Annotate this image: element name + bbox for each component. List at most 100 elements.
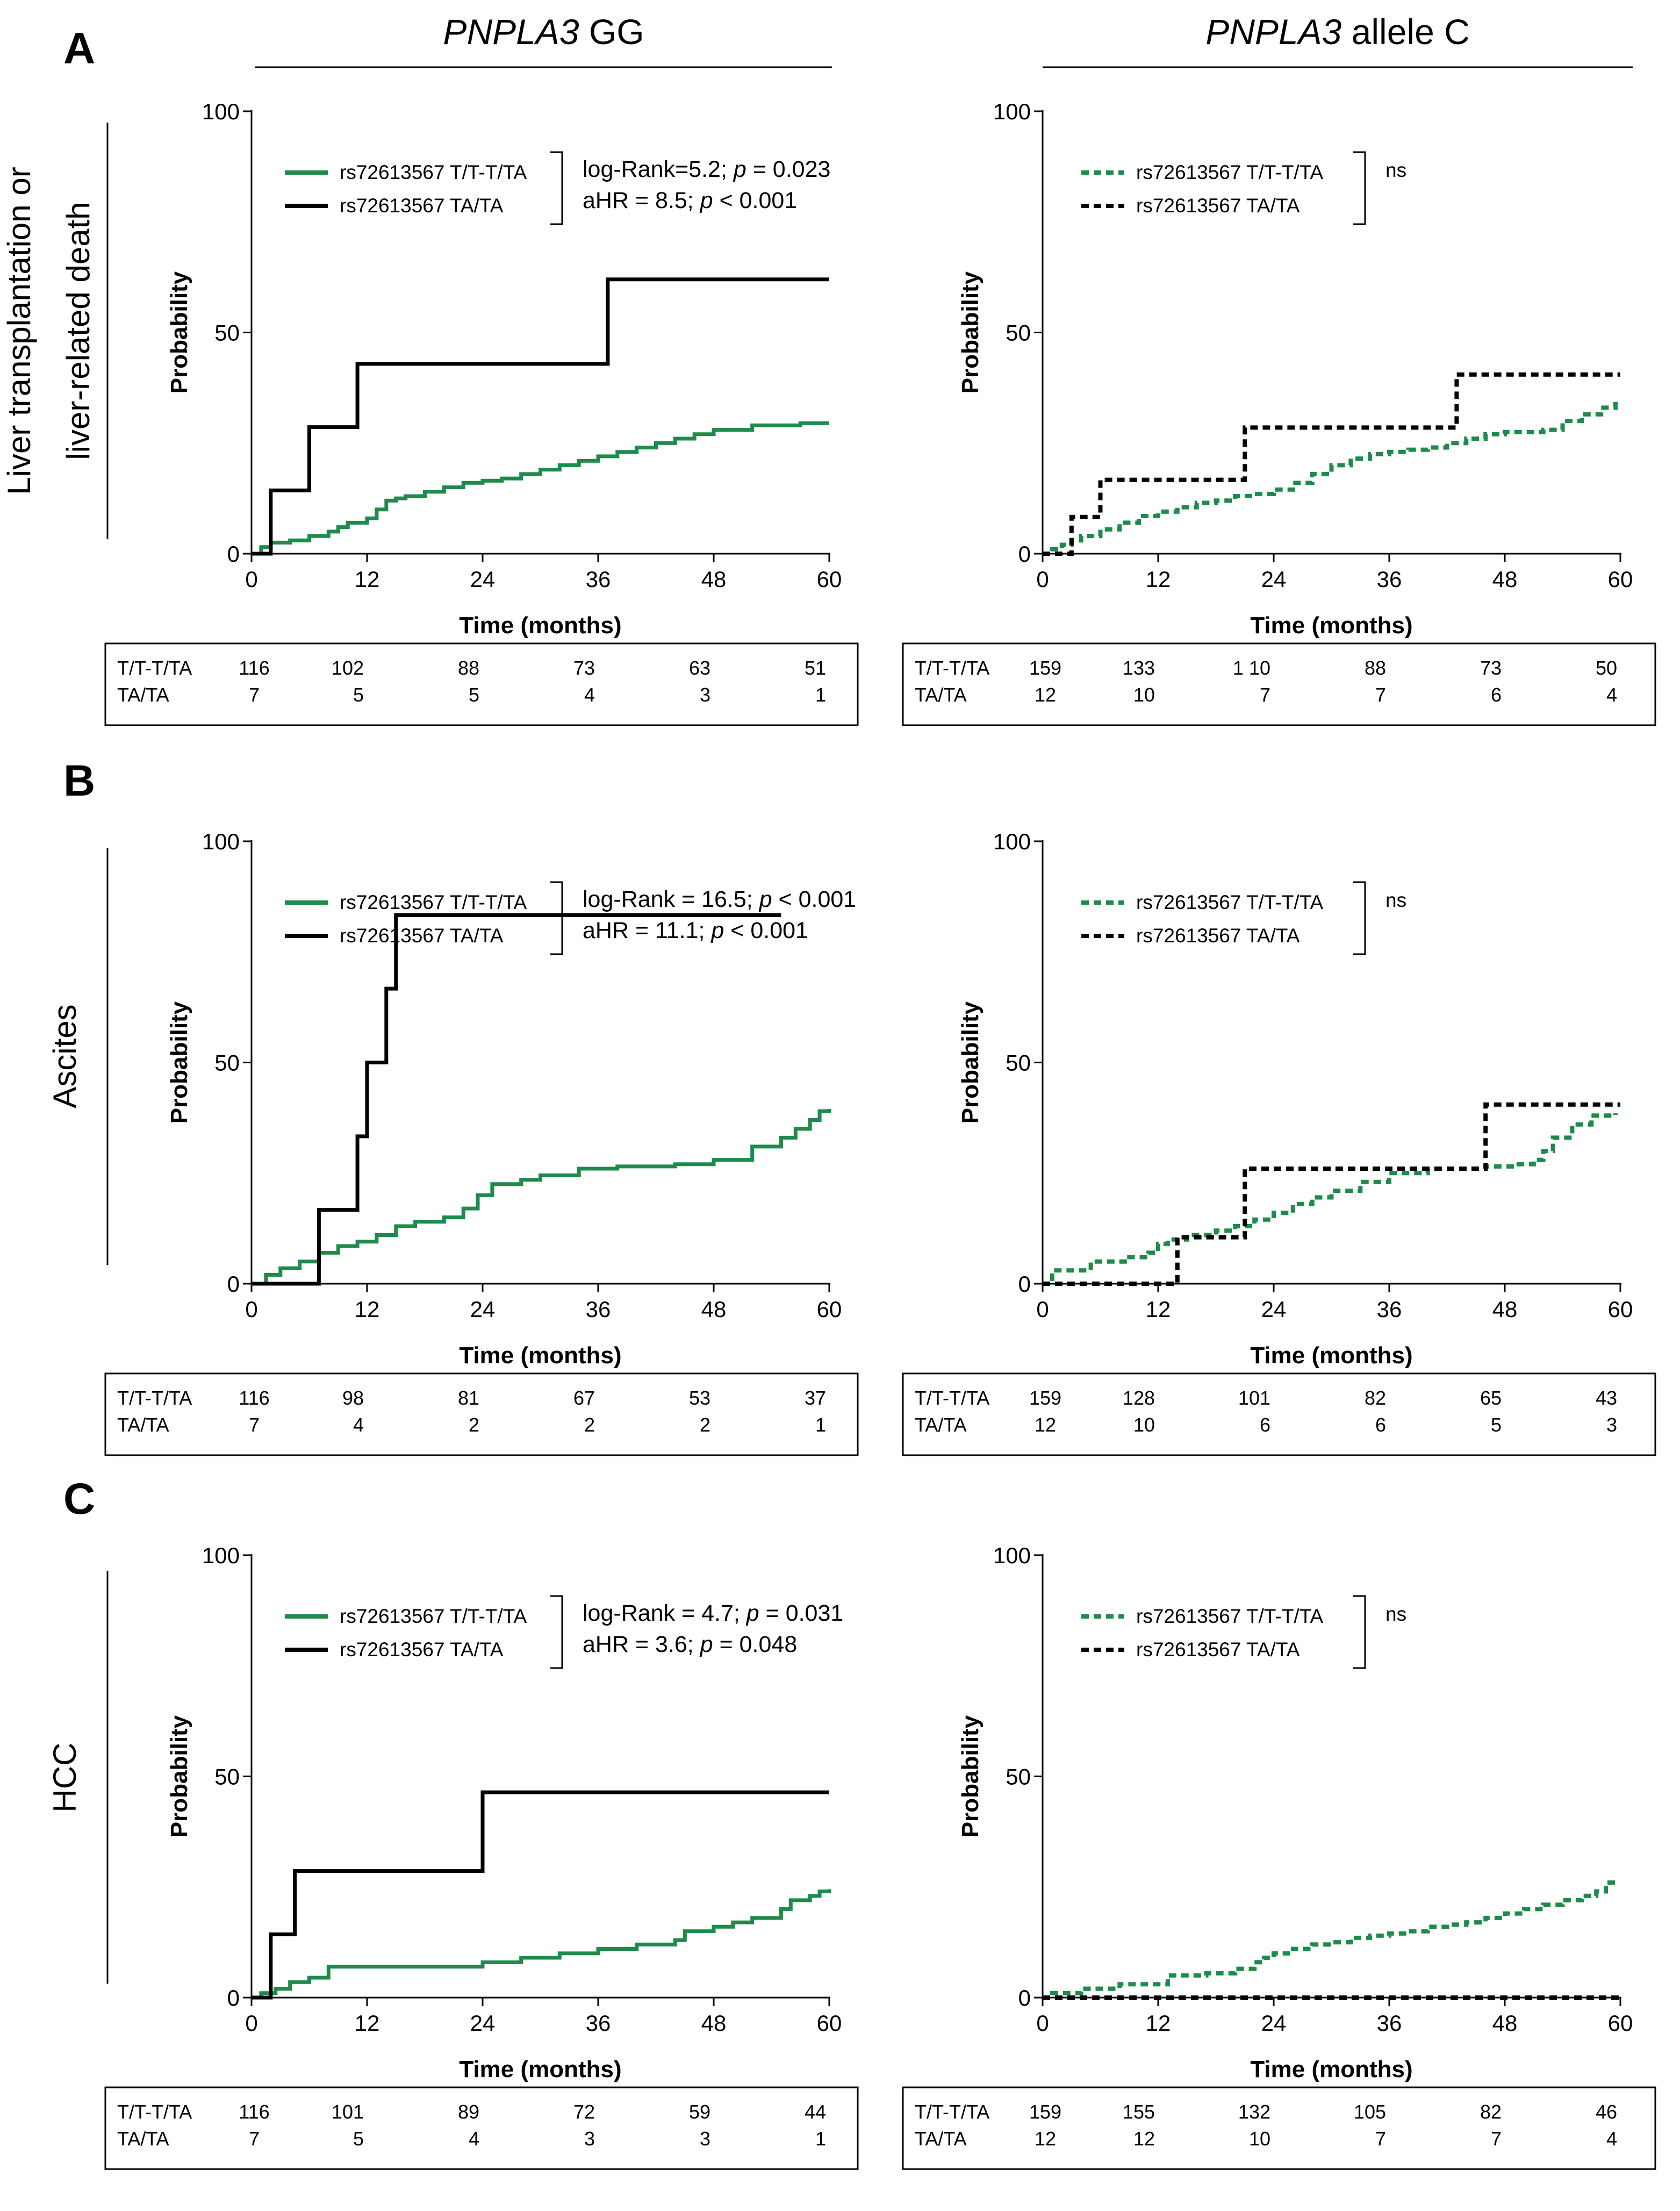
risk-value: 12 [1035, 1414, 1056, 1436]
y-tick-label: 0 [1018, 1271, 1031, 1297]
stats-segment: ns [1385, 1603, 1406, 1625]
risk-value: 10 [1133, 1414, 1155, 1436]
x-axis-title: Time (months) [1250, 1342, 1412, 1369]
stats-segment: p [699, 1632, 713, 1657]
risk-row-label: T/T-T/TA [915, 1387, 989, 1409]
risk-value: 4 [353, 1414, 364, 1436]
risk-value: 6 [1375, 1414, 1386, 1436]
x-tick-label: 12 [355, 1297, 380, 1322]
risk-row-label: TA/TA [117, 684, 169, 706]
legend-label: rs72613567 T/T-T/TA [1136, 161, 1324, 183]
risk-value: 128 [1123, 1387, 1155, 1409]
stats-line: aHR = 8.5; p < 0.001 [583, 188, 797, 213]
curve-ta-ta [252, 913, 781, 1286]
legend-label: rs72613567 TA/TA [340, 925, 504, 947]
panel-letter-a: A [63, 24, 95, 73]
column-header-2: PNPLA3 allele C [1205, 12, 1470, 52]
x-tick-label: 48 [1492, 1297, 1518, 1322]
risk-row-label: TA/TA [117, 1414, 169, 1436]
y-tick-label: 100 [993, 99, 1031, 124]
x-axis-title: Time (months) [1250, 612, 1412, 639]
x-tick-label: 60 [1608, 2010, 1633, 2036]
x-tick-label: 0 [1036, 1297, 1049, 1322]
risk-row-label: T/T-T/TA [915, 657, 989, 679]
risk-value: 53 [689, 1387, 710, 1409]
x-tick-label: 24 [470, 567, 496, 592]
risk-value: 12 [1035, 684, 1056, 706]
risk-value: 101 [1238, 1387, 1270, 1409]
y-tick-label: 50 [1006, 1050, 1031, 1076]
risk-row-label: TA/TA [915, 1414, 967, 1436]
legend-bracket [550, 151, 563, 225]
x-tick-label: 60 [817, 1297, 842, 1322]
ns-label: ns [1385, 889, 1406, 911]
legend-label: rs72613567 T/T-T/TA [1136, 891, 1324, 913]
risk-value: 5 [353, 2128, 364, 2150]
risk-value: 88 [1365, 657, 1386, 679]
column-header-1: PNPLA3 GG [443, 12, 644, 52]
stats-segment: aHR = 8.5; [583, 188, 700, 213]
row-label: HCC [47, 1743, 83, 1813]
stats-segment: < 0.001 [772, 886, 857, 912]
curve-tt-tta [252, 1108, 831, 1286]
risk-table-box [104, 1372, 859, 1456]
curve-tt-tta [1043, 1113, 1618, 1286]
risk-row-label: T/T-T/TA [117, 657, 192, 679]
column-header-genotype: GG [579, 12, 644, 52]
risk-row-label: T/T-T/TA [117, 2101, 192, 2123]
stats-segment: p [745, 1600, 759, 1626]
risk-value: 82 [1480, 2101, 1502, 2123]
risk-value: 3 [700, 684, 710, 706]
x-tick-label: 24 [1261, 2010, 1287, 2036]
legend-label: rs72613567 TA/TA [340, 1638, 504, 1661]
risk-value: 7 [249, 2128, 260, 2150]
risk-value: 5 [353, 684, 364, 706]
legend-label: rs72613567 T/T-T/TA [340, 1605, 527, 1627]
legend-bracket [1353, 881, 1366, 955]
risk-value: 3 [584, 2128, 595, 2150]
x-tick-label: 36 [586, 2010, 611, 2036]
y-tick-label: 50 [214, 320, 240, 346]
stats-segment: < 0.001 [724, 918, 808, 943]
x-tick-label: 12 [1146, 2010, 1171, 2036]
risk-value: 102 [332, 657, 364, 679]
stats-segment: log-Rank=5.2; [583, 156, 734, 182]
x-tick-label: 48 [701, 567, 727, 592]
ns-label: ns [1385, 1603, 1406, 1625]
stats-segment: < 0.001 [713, 188, 798, 213]
km-panel-c-c: 0 12 24 36 48 60 0 50 100 Time (months) Probabilit… [902, 1543, 1656, 2170]
stats-segment: ns [1385, 159, 1406, 181]
column-header-genotype: allele C [1341, 12, 1469, 52]
stats-segment: = 0.048 [713, 1632, 798, 1657]
curve-tt-tta [252, 421, 829, 556]
y-axis-title: Probability [166, 1001, 192, 1124]
x-tick-label: 60 [817, 567, 842, 592]
legend-label: rs72613567 TA/TA [1136, 925, 1300, 947]
km-panel-a-gg: 0 12 24 36 48 60 0 50 100 Time (months) Probabilit… [104, 99, 859, 726]
risk-value: 1 10 [1233, 657, 1270, 679]
curve-ta-ta [252, 1790, 829, 2000]
risk-value: 1 [815, 1414, 826, 1436]
y-tick-label: 0 [227, 1271, 240, 1297]
y-tick-label: 0 [227, 1985, 240, 2010]
x-tick-label: 48 [701, 2010, 727, 2036]
risk-value: 159 [1029, 2101, 1061, 2123]
risk-value: 12 [1133, 2128, 1155, 2150]
stats-line: log-Rank = 16.5; p < 0.001 [583, 886, 856, 912]
y-axis-title: Probability [166, 271, 192, 393]
y-axis-title: Probability [957, 271, 983, 393]
x-tick-label: 0 [1036, 2010, 1049, 2036]
risk-table-box [902, 642, 1656, 726]
y-tick-label: 100 [993, 1543, 1031, 1568]
y-tick-label: 0 [227, 541, 240, 567]
risk-value: 98 [342, 1387, 364, 1409]
risk-row-label: TA/TA [117, 2128, 169, 2150]
x-tick-label: 60 [1608, 567, 1633, 592]
x-axis-title: Time (months) [459, 612, 621, 639]
risk-row-label: T/T-T/TA [915, 2101, 989, 2123]
risk-value: 81 [458, 1387, 479, 1409]
x-tick-label: 12 [1146, 1297, 1171, 1322]
